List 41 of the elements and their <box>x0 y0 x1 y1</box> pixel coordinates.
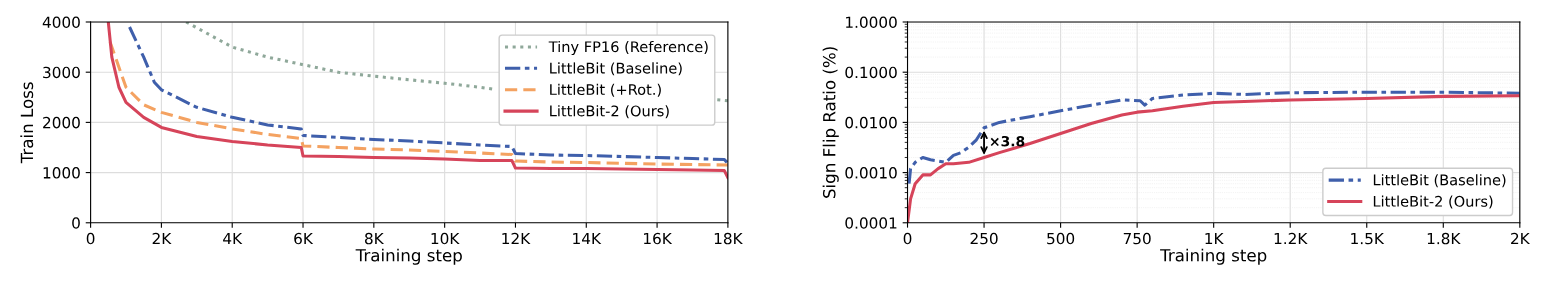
y-axis-title: Sign Flip Ratio (%) <box>822 47 839 198</box>
x-tick-label: 6K <box>294 232 314 245</box>
x-tick-label: 8K <box>365 232 385 245</box>
y-tick-label: 3000 <box>43 66 80 79</box>
x-tick-label: 12K <box>502 232 531 245</box>
x-tick-label: 18K <box>714 232 743 245</box>
annotation: ×3.8 <box>990 135 1025 147</box>
x-tick-label: 750 <box>1123 232 1151 245</box>
y-tick-label: 0.0100 <box>845 116 897 129</box>
x-tick-label: 10K <box>431 232 460 245</box>
y-tick-label: 1000 <box>43 167 80 179</box>
legend-label: LittleBit (Baseline) <box>1373 174 1506 188</box>
x-tick-label: 1.5K <box>1351 232 1385 245</box>
x-tick-label: 14K <box>573 232 602 245</box>
x-tick-label: 1.2K <box>1274 232 1308 245</box>
y-tick-label: 0.0001 <box>845 217 897 229</box>
x-axis-title: Training step <box>355 248 462 265</box>
x-tick-label: 2K <box>152 232 172 245</box>
x-tick-label: 0 <box>903 232 912 245</box>
y-tick-label: 0.1000 <box>845 66 897 79</box>
legend-label: Tiny FP16 (Reference) <box>548 40 708 56</box>
y-tick-label: 4000 <box>42 16 80 29</box>
legend-label: LittleBit (+Rot.) <box>550 83 661 97</box>
legend-label: LittleBit-2 (Ours) <box>1373 195 1493 209</box>
x-tick-label: 250 <box>970 232 998 245</box>
x-tick-label: 16K <box>644 232 673 245</box>
x-axis-title: Training step <box>1160 248 1267 265</box>
y-tick-label: 1.0000 <box>846 16 897 29</box>
y-tick-label: 0.0010 <box>845 167 897 179</box>
x-tick-label: 500 <box>1047 232 1075 245</box>
y-tick-label: 2000 <box>43 116 80 129</box>
legend-label: LittleBit-2 (Ours) <box>550 105 669 119</box>
y-tick-label: 0 <box>72 217 80 229</box>
x-tick-label: 0 <box>86 232 95 245</box>
legend-label: LittleBit (Baseline) <box>550 62 682 76</box>
y-axis-title: Train Loss <box>20 82 34 164</box>
line-series <box>907 90 1520 186</box>
x-tick-label: 2K <box>1511 232 1531 245</box>
x-tick-label: 1.8K <box>1427 232 1461 245</box>
x-tick-label: 4K <box>223 232 243 245</box>
x-tick-label: 1K <box>1205 232 1224 245</box>
